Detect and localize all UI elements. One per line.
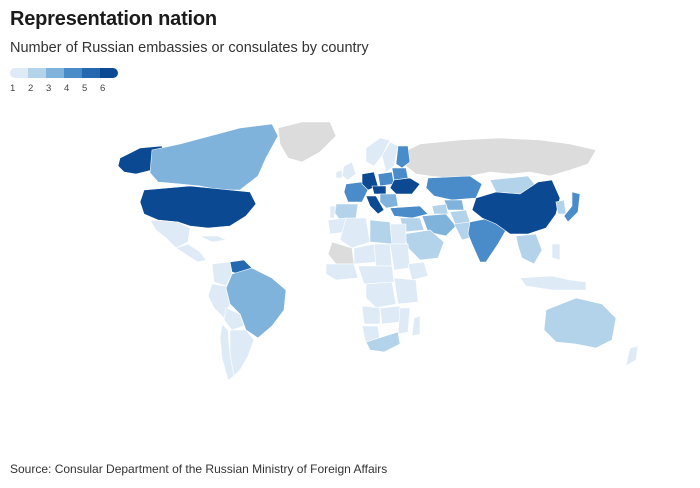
country-sweden[interactable] <box>381 141 399 173</box>
country-poland[interactable] <box>377 171 395 187</box>
legend-label: 2 <box>28 83 34 94</box>
legend-swatch <box>46 68 64 78</box>
legend-label: 3 <box>46 83 52 94</box>
legend-label: 5 <box>82 83 88 94</box>
country-brazil[interactable] <box>225 267 287 339</box>
legend-label: 1 <box>10 83 16 94</box>
country-libya[interactable] <box>369 219 393 245</box>
country-chile[interactable] <box>219 323 235 381</box>
country-central-america[interactable] <box>175 243 207 263</box>
country-cuba[interactable] <box>199 235 227 243</box>
country-peru[interactable] <box>207 283 231 319</box>
chart-subtitle: Number of Russian embassies or consulate… <box>10 40 369 56</box>
country-kazakhstan[interactable] <box>425 175 483 201</box>
country-ukraine[interactable] <box>389 177 421 195</box>
country-ethiopia[interactable] <box>407 261 429 281</box>
country-algeria[interactable] <box>339 217 371 249</box>
country-new-zealand[interactable] <box>625 345 639 367</box>
country-indonesia[interactable] <box>519 275 587 291</box>
legend-swatch <box>28 68 46 78</box>
country-spain[interactable] <box>333 203 359 221</box>
country-korea[interactable] <box>555 199 567 215</box>
country-czechia[interactable] <box>371 185 387 195</box>
country-central-africa[interactable] <box>357 265 395 285</box>
country-turkey[interactable] <box>389 205 429 219</box>
country-zambia[interactable] <box>379 305 401 325</box>
country-chad[interactable] <box>373 243 393 267</box>
country-east-africa[interactable] <box>393 277 419 305</box>
legend-swatch <box>10 68 28 78</box>
country-australia[interactable] <box>543 297 617 349</box>
country-colombia[interactable] <box>211 261 233 287</box>
country-south-africa[interactable] <box>365 331 401 353</box>
legend-swatch <box>64 68 82 78</box>
country-argentina[interactable] <box>229 329 255 377</box>
country-united-kingdom[interactable] <box>341 161 357 181</box>
country-japan[interactable] <box>563 191 581 223</box>
country-southeast-asia[interactable] <box>515 233 543 265</box>
country-russia[interactable] <box>399 137 597 179</box>
country-angola[interactable] <box>361 305 381 325</box>
country-philippines[interactable] <box>551 243 561 261</box>
world-map <box>40 118 660 388</box>
country-greenland[interactable] <box>277 121 337 163</box>
country-dr-congo[interactable] <box>365 281 397 309</box>
country-niger[interactable] <box>353 243 377 265</box>
legend-swatch <box>82 68 100 78</box>
country-bolivia[interactable] <box>223 307 245 331</box>
color-legend: 1 2 3 4 5 6 <box>10 68 118 94</box>
country-ireland[interactable] <box>335 169 343 179</box>
source-note: Source: Consular Department of the Russi… <box>10 462 388 476</box>
country-finland[interactable] <box>395 145 411 169</box>
country-balkans[interactable] <box>379 193 399 209</box>
legend-label: 4 <box>64 83 70 94</box>
chart-title: Representation nation <box>10 8 217 30</box>
country-west-africa[interactable] <box>325 263 359 281</box>
legend-label: 6 <box>100 83 106 94</box>
country-belarus[interactable] <box>391 167 409 181</box>
country-united-states[interactable] <box>139 185 257 229</box>
legend-swatch <box>100 68 118 78</box>
country-egypt[interactable] <box>389 223 407 245</box>
country-canada[interactable] <box>149 123 279 191</box>
country-mozambique[interactable] <box>397 307 411 335</box>
country-portugal[interactable] <box>329 205 337 219</box>
country-mexico[interactable] <box>149 219 191 249</box>
country-china[interactable] <box>471 179 561 235</box>
country-sudan[interactable] <box>389 243 411 271</box>
country-madagascar[interactable] <box>411 315 421 337</box>
world-map-svg <box>117 121 639 381</box>
country-italy[interactable] <box>365 195 385 215</box>
country-turkmenistan[interactable] <box>431 203 449 215</box>
